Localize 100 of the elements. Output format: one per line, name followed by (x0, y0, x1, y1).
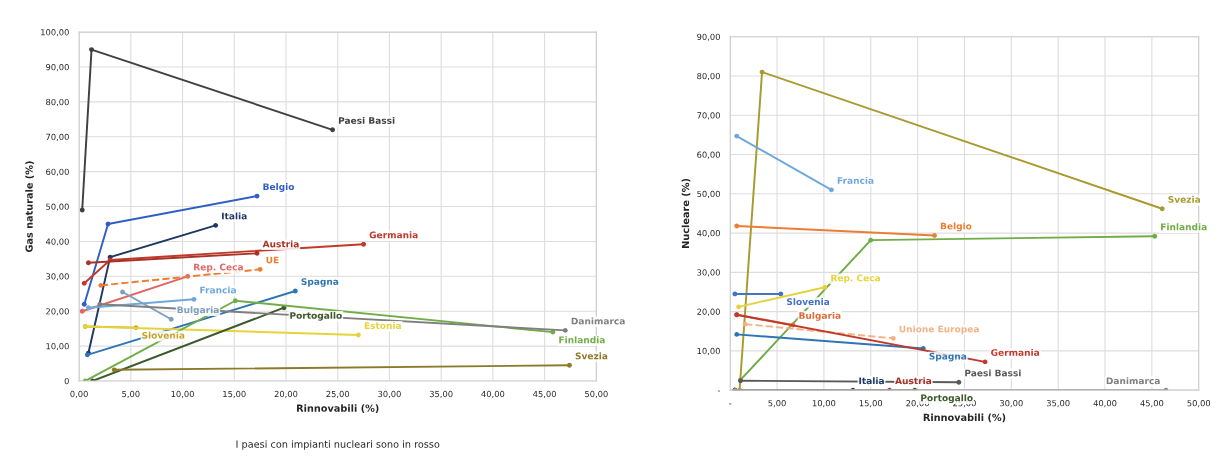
point (168, 316, 174, 322)
x-tick-label: 15,00 (223, 390, 246, 398)
y-tick-label: 100,00 (41, 29, 69, 37)
point (734, 331, 740, 337)
x-tick-label: 10,00 (812, 400, 836, 408)
point (932, 233, 937, 238)
x-axis-title: Rinnovabili (%) (923, 413, 1006, 423)
y-tick-label: 30,00 (697, 269, 720, 277)
series-label: Belgio (263, 183, 295, 192)
series-label: Francia (200, 286, 236, 294)
point (254, 250, 260, 256)
series-label: Germania (369, 231, 418, 239)
series-label: UE (266, 256, 279, 264)
point (330, 127, 335, 133)
series-label: Paesi Bassi (965, 369, 1021, 377)
point (111, 367, 117, 373)
point (567, 362, 572, 368)
y-tick-label: 10,00 (46, 343, 69, 351)
point (257, 266, 263, 272)
series-label: Austria (895, 377, 932, 385)
y-axis-title: Nucleare (%) (681, 178, 691, 248)
point (734, 223, 740, 229)
point (828, 187, 834, 193)
point (292, 288, 298, 294)
series-label: Svezia (575, 352, 608, 360)
x-tick-label: 30,00 (378, 390, 401, 398)
series-label: Rep. Ceca (831, 274, 880, 284)
y-tick-label: 80,00 (46, 98, 69, 107)
series-label: Belgio (940, 222, 972, 232)
point (97, 301, 103, 307)
point (85, 260, 91, 266)
point (562, 327, 568, 333)
y-tick-label: 50,00 (46, 203, 69, 211)
y-tick-label: 60,00 (697, 151, 720, 159)
series-label: Estonia (364, 322, 401, 330)
y-tick-label: 70,00 (697, 112, 720, 120)
x-tick-label: - (729, 403, 732, 405)
x-tick-label: 25,00 (326, 390, 350, 398)
series-label: Germania (991, 348, 1040, 356)
x-tick-label: 50,00 (1187, 400, 1211, 408)
series-label: Slovenia (787, 298, 830, 306)
point (81, 280, 87, 286)
y-tick-label: 0 (64, 377, 69, 385)
series-label: Slovenia (142, 331, 185, 339)
x-tick-label: 5,00 (768, 400, 786, 408)
point (736, 304, 742, 310)
x-tick-label: 5,00 (122, 390, 140, 398)
y-axis-title: Gas naturale (%) (25, 161, 34, 253)
point (778, 291, 784, 297)
y-tick-label: 90,00 (697, 33, 720, 41)
y-tick-label: 80,00 (697, 72, 720, 81)
point (822, 284, 828, 290)
series-label: Danimarca (1106, 377, 1160, 385)
x-tick-label: 50,00 (585, 390, 608, 398)
x-tick-label: 10,00 (171, 390, 194, 398)
x-tick-label: 45,00 (533, 390, 556, 398)
series-label: Svezia (1168, 195, 1200, 203)
series-label: Italia (859, 377, 884, 385)
point (742, 321, 748, 327)
x-tick-label: 0,00 (70, 390, 88, 398)
point (79, 207, 85, 213)
x-axis-title: Rinnovabili (%) (297, 404, 379, 413)
x-tick-label: 15,00 (859, 400, 883, 408)
series-label: Paesi Bassi (338, 116, 395, 124)
point (81, 301, 87, 307)
x-tick-label: 35,00 (429, 390, 453, 398)
point (890, 335, 896, 341)
series-label: Portogallo (290, 311, 342, 321)
y-tick-label: 90,00 (46, 64, 69, 72)
point (868, 237, 874, 243)
y-tick-label: 20,00 (46, 308, 69, 316)
x-tick-label: 20,00 (274, 390, 298, 398)
point (361, 241, 367, 247)
x-tick-label: 45,00 (1140, 400, 1164, 408)
series-label: Danimarca (571, 317, 625, 325)
point (79, 308, 85, 314)
y-tick-label: 60,00 (46, 168, 69, 176)
x-tick-label: 40,00 (481, 390, 505, 398)
series-label: Finlandia (559, 336, 605, 344)
y-tick-label: 40,00 (45, 238, 69, 246)
series-label: Spagna (929, 352, 967, 362)
y-tick-label: 50,00 (697, 190, 720, 198)
y-tick-label: 30,00 (46, 273, 69, 281)
point (98, 282, 104, 288)
series-label: Austria (262, 240, 299, 248)
series-label: Bulgaria (799, 311, 841, 321)
point (1152, 233, 1158, 239)
point (85, 305, 91, 311)
point (734, 133, 740, 139)
y-tick-label: 70,00 (46, 133, 69, 141)
series-label: Bulgaria (177, 306, 219, 316)
point (1159, 206, 1165, 212)
point (956, 379, 962, 385)
x-tick-label: 30,00 (1000, 400, 1023, 408)
y-tick-label: 20,00 (697, 308, 720, 316)
point (89, 47, 94, 52)
x-tick-label: 40,00 (1093, 400, 1117, 408)
series-label: Finlandia (1161, 223, 1207, 231)
x-tick-label: 35,00 (1046, 400, 1070, 408)
series-label: Rep. Ceca (194, 263, 243, 273)
